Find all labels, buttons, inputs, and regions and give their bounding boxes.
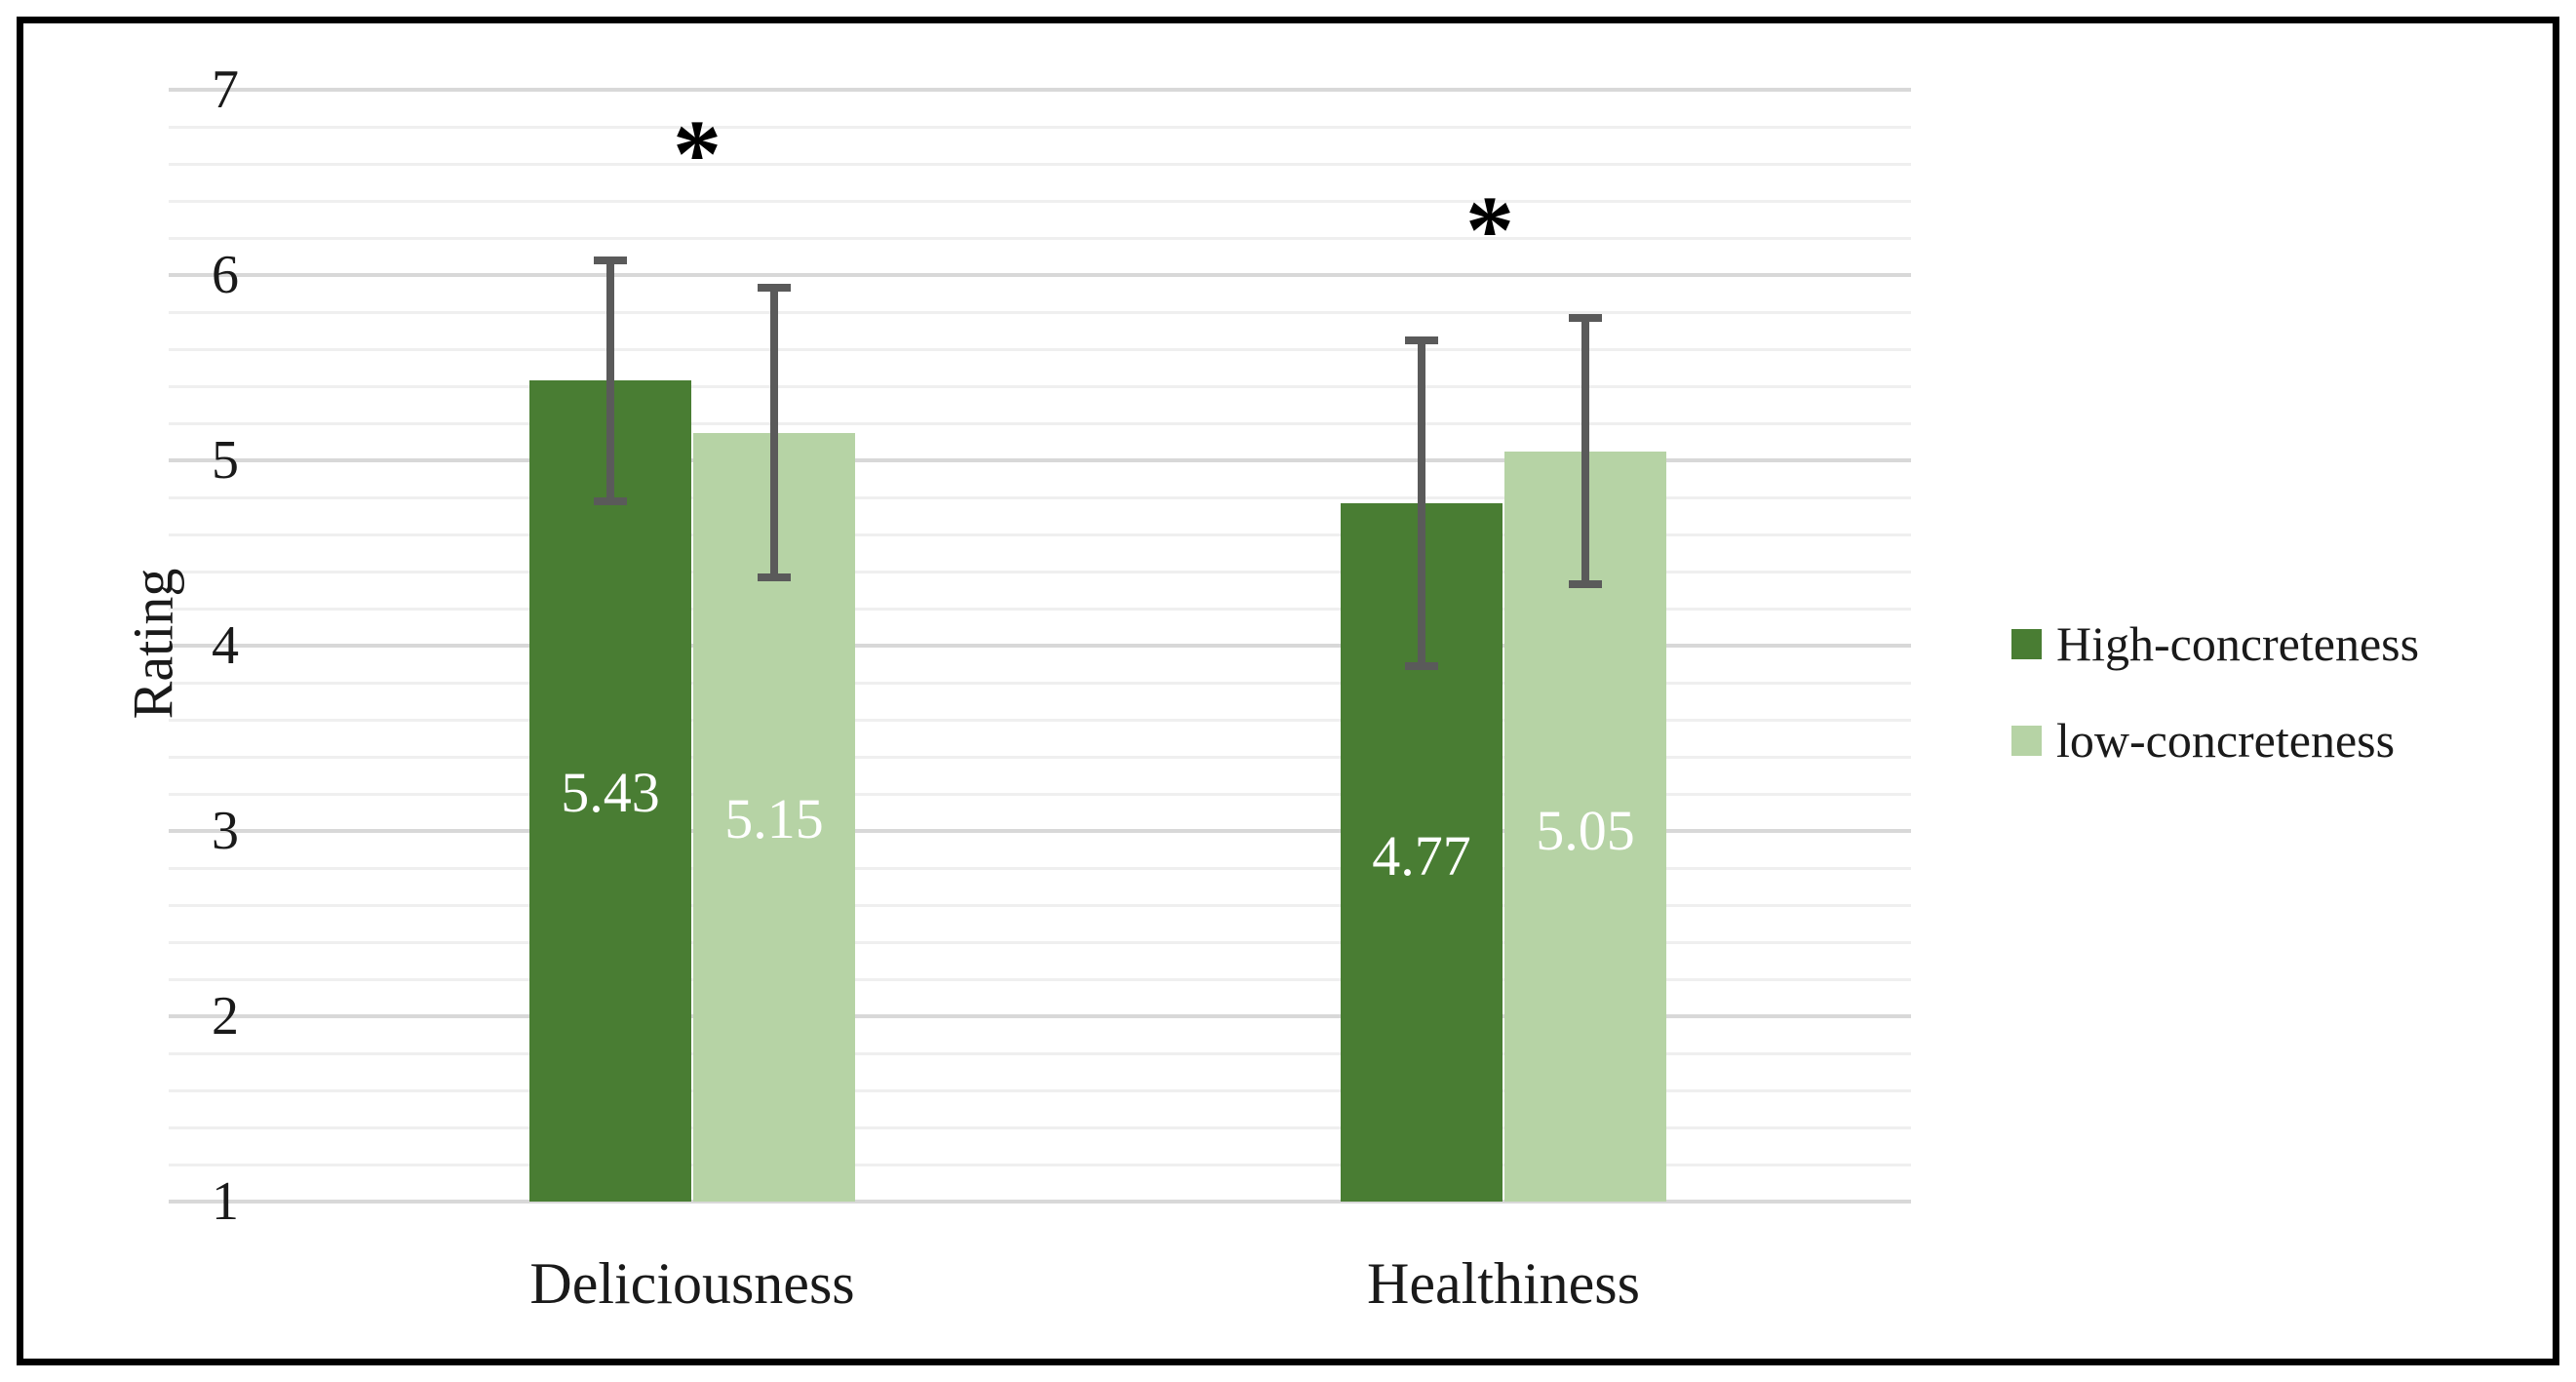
- minor-gridline: [169, 1125, 1911, 1129]
- chart-border: [17, 17, 2559, 1365]
- error-bar-cap: [758, 284, 791, 293]
- error-bar: [606, 259, 614, 501]
- minor-gridline: [169, 384, 1911, 388]
- error-bar-cap: [758, 573, 791, 581]
- minor-gridline: [169, 570, 1911, 573]
- error-bar-cap: [1405, 336, 1438, 344]
- minor-gridline: [169, 718, 1911, 722]
- error-bar-cap: [594, 496, 627, 505]
- y-tick-label: 5: [212, 430, 239, 491]
- bar-value-label: 5.15: [724, 787, 824, 850]
- error-bar: [770, 288, 778, 577]
- legend-item-low-concreteness: low-concreteness: [2011, 716, 2395, 765]
- minor-gridline: [169, 1163, 1911, 1166]
- minor-gridline: [169, 607, 1911, 611]
- minor-gridline: [169, 903, 1911, 907]
- bar-value-label: 5.43: [561, 761, 660, 824]
- legend-label: High-concreteness: [2056, 616, 2420, 671]
- major-gridline: [169, 1014, 1911, 1018]
- bar-value-label: 4.77: [1372, 824, 1471, 888]
- bar-value-label: 5.05: [1536, 799, 1635, 862]
- significance-asterisk: *: [1465, 176, 1514, 284]
- minor-gridline: [169, 866, 1911, 870]
- y-tick-label: 4: [212, 615, 239, 676]
- major-gridline: [169, 1200, 1911, 1204]
- minor-gridline: [169, 792, 1911, 796]
- minor-gridline: [169, 681, 1911, 685]
- error-bar-cap: [1569, 313, 1602, 322]
- major-gridline: [169, 829, 1911, 833]
- major-gridline: [169, 458, 1911, 462]
- minor-gridline: [169, 162, 1911, 166]
- y-tick-label: 7: [212, 59, 239, 120]
- minor-gridline: [169, 236, 1911, 240]
- bar-high-concreteness-deliciousness: [529, 380, 691, 1202]
- major-gridline: [169, 644, 1911, 648]
- y-tick-label: 1: [212, 1171, 239, 1232]
- y-axis-title: Rating: [121, 568, 185, 720]
- y-tick-label: 6: [212, 245, 239, 305]
- minor-gridline: [169, 1051, 1911, 1055]
- significance-asterisk: *: [673, 99, 722, 208]
- minor-gridline: [169, 199, 1911, 203]
- y-tick-label: 2: [212, 986, 239, 1046]
- minor-gridline: [169, 977, 1911, 981]
- y-tick-label: 3: [212, 801, 239, 861]
- error-bar-cap: [594, 256, 627, 264]
- minor-gridline: [169, 125, 1911, 129]
- error-bar-cap: [1405, 661, 1438, 670]
- major-gridline: [169, 88, 1911, 92]
- legend-swatch: [2011, 628, 2042, 659]
- error-bar: [1418, 339, 1425, 666]
- major-gridline: [169, 273, 1911, 277]
- minor-gridline: [169, 533, 1911, 536]
- error-bar: [1581, 317, 1589, 585]
- category-label-deliciousness: Deliciousness: [529, 1251, 855, 1316]
- minor-gridline: [169, 347, 1911, 351]
- error-bar-cap: [1569, 580, 1602, 589]
- legend-label: low-concreteness: [2056, 713, 2396, 768]
- legend-swatch: [2011, 725, 2042, 756]
- minor-gridline: [169, 310, 1911, 314]
- minor-gridline: [169, 421, 1911, 425]
- legend-item-high-concreteness: High-concreteness: [2011, 619, 2419, 668]
- minor-gridline: [169, 755, 1911, 759]
- minor-gridline: [169, 940, 1911, 944]
- minor-gridline: [169, 1088, 1911, 1092]
- legend: High-concreteness low-concreteness: [2011, 0, 2557, 1382]
- minor-gridline: [169, 495, 1911, 499]
- category-label-healthiness: Healthiness: [1367, 1251, 1640, 1316]
